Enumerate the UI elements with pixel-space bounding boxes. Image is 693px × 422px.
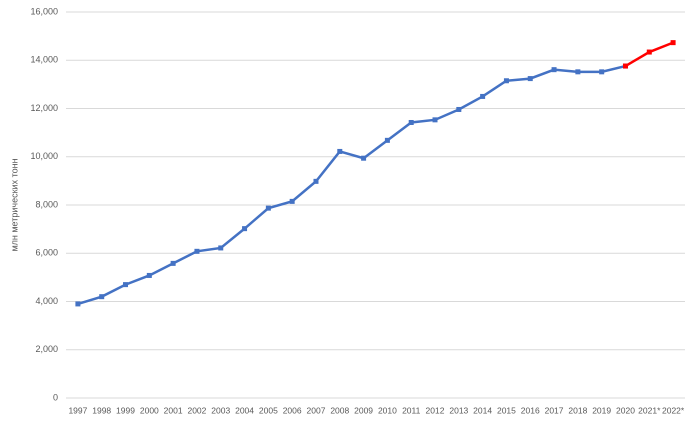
x-tick-label: 1999 xyxy=(116,405,135,415)
point-marker xyxy=(337,148,343,154)
x-tick-label: 2011 xyxy=(402,405,421,415)
y-tick-label: 8,000 xyxy=(35,199,58,209)
x-tick-label: 2010 xyxy=(378,405,397,415)
x-tick-label: 2017 xyxy=(545,405,564,415)
y-tick-label: 6,000 xyxy=(35,248,58,258)
point-marker xyxy=(123,282,129,288)
x-tick-label: 2008 xyxy=(330,405,349,415)
y-tick-label: 14,000 xyxy=(30,55,58,65)
point-marker xyxy=(75,301,81,307)
point-marker xyxy=(622,63,628,69)
point-marker xyxy=(289,198,295,204)
point-marker xyxy=(194,248,200,254)
point-marker xyxy=(361,155,367,161)
x-tick-label: 2004 xyxy=(235,405,254,415)
point-marker xyxy=(503,78,509,84)
x-tick-label: 2001 xyxy=(164,405,183,415)
x-tick-label: 2016 xyxy=(521,405,540,415)
x-tick-label: 2005 xyxy=(259,405,278,415)
point-marker xyxy=(646,49,652,55)
point-marker xyxy=(384,137,390,143)
x-tick-label: 2009 xyxy=(354,405,373,415)
y-tick-label: 12,000 xyxy=(30,103,58,113)
x-tick-label: 2019 xyxy=(592,405,611,415)
x-tick-label: 1997 xyxy=(68,405,87,415)
point-marker xyxy=(575,69,581,75)
point-marker xyxy=(99,294,105,300)
point-marker xyxy=(146,272,152,278)
x-tick-label: 2015 xyxy=(497,405,516,415)
x-tick-label: 2003 xyxy=(211,405,230,415)
point-marker xyxy=(456,106,462,112)
point-marker xyxy=(408,119,414,125)
x-tick-label: 2006 xyxy=(283,405,302,415)
x-tick-label: 2012 xyxy=(426,405,445,415)
x-tick-label: 2014 xyxy=(473,405,492,415)
point-marker xyxy=(265,205,271,211)
x-tick-label: 2020 xyxy=(616,405,635,415)
point-marker xyxy=(670,40,676,46)
y-tick-label: 2,000 xyxy=(35,344,58,354)
point-marker xyxy=(242,226,248,232)
point-marker xyxy=(551,67,557,73)
point-marker xyxy=(218,245,224,251)
point-marker xyxy=(527,76,533,82)
y-tick-label: 16,000 xyxy=(30,6,58,16)
x-tick-label: 2000 xyxy=(140,405,159,415)
point-marker xyxy=(480,93,486,99)
y-tick-label: 4,000 xyxy=(35,296,58,306)
series-line xyxy=(77,64,626,306)
x-tick-label: 2021* xyxy=(638,405,661,415)
point-marker xyxy=(313,178,319,184)
x-tick-label: 2013 xyxy=(449,405,468,415)
x-tick-label: 2007 xyxy=(307,405,326,415)
x-tick-label: 2018 xyxy=(568,405,587,415)
y-axis-label: млн метрических тонн xyxy=(9,158,19,251)
point-marker xyxy=(432,117,438,123)
y-tick-label: 10,000 xyxy=(30,151,58,161)
y-tick-label: 0 xyxy=(53,392,58,402)
x-tick-label: 2002 xyxy=(187,405,206,415)
point-marker xyxy=(170,260,176,266)
point-marker xyxy=(599,69,605,75)
x-tick-label: 1998 xyxy=(92,405,111,415)
x-tick-label: 2022* xyxy=(662,405,685,415)
